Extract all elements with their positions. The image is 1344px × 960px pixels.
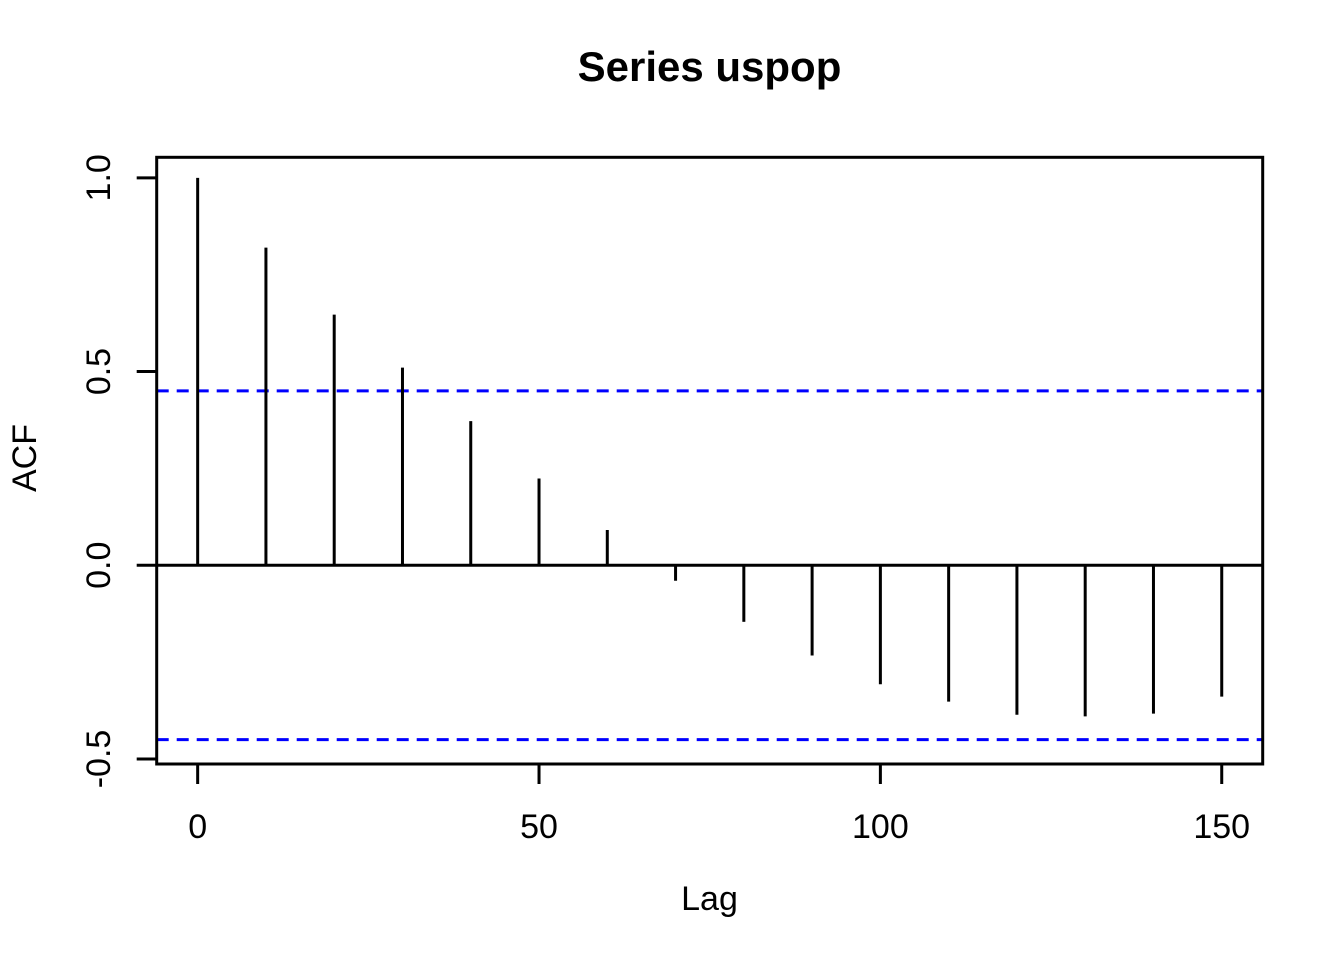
x-axis-label: Lag xyxy=(681,880,738,918)
y-axis-tick-label-0.5: 0.5 xyxy=(80,348,118,395)
x-axis-tick-label-100: 100 xyxy=(852,808,909,846)
chart-title: Series uspop xyxy=(578,43,842,90)
x-axis-tick-label-50: 50 xyxy=(520,808,558,846)
y-axis-label: ACF xyxy=(6,424,44,492)
y-axis-tick-label-1: 1.0 xyxy=(80,154,118,201)
x-axis-tick-label-0: 0 xyxy=(188,808,207,846)
y-axis-tick-label-0: 0.0 xyxy=(80,542,118,589)
chart-content: 0 50 100 150 1.0 0.5 0.0 -0.5 xyxy=(80,154,1263,846)
y-axis-tick-label--0.5: -0.5 xyxy=(80,730,118,789)
x-axis-tick-label-150: 150 xyxy=(1193,808,1250,846)
plot-box xyxy=(155,155,1265,766)
